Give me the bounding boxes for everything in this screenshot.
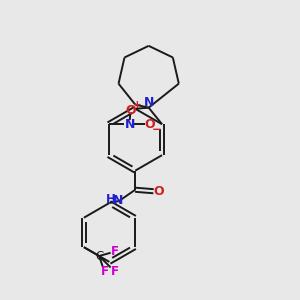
Text: +: + bbox=[132, 100, 141, 110]
Text: O: O bbox=[144, 118, 155, 131]
Text: N: N bbox=[143, 96, 154, 109]
Text: F: F bbox=[110, 265, 118, 278]
Text: O: O bbox=[154, 185, 164, 198]
Text: O: O bbox=[125, 103, 136, 117]
Text: −: − bbox=[152, 123, 162, 136]
Text: C: C bbox=[95, 250, 103, 262]
Text: F: F bbox=[110, 245, 118, 258]
Text: F: F bbox=[100, 265, 109, 278]
Text: H: H bbox=[106, 193, 116, 206]
Text: N: N bbox=[112, 194, 123, 207]
Text: N: N bbox=[124, 118, 135, 131]
